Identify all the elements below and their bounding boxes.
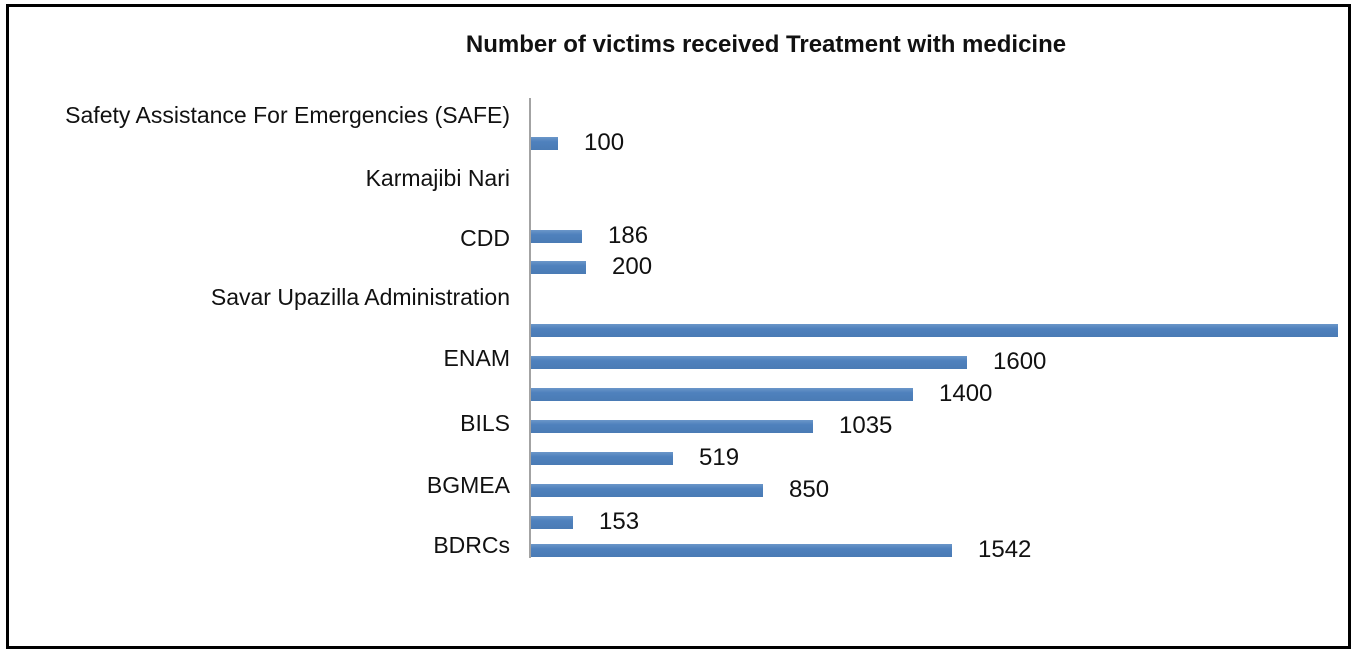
bar (531, 420, 813, 433)
bar-value-label: 186 (608, 222, 649, 249)
bar (531, 452, 673, 465)
category-label: Safety Assistance For Emergencies (SAFE) (65, 102, 510, 128)
category-label: BILS (460, 410, 510, 436)
bar (531, 230, 582, 243)
category-label: BDRCs (433, 532, 510, 558)
bar (531, 516, 573, 529)
bar-value-label: 153 (599, 508, 640, 535)
bar-value-label: 850 (789, 476, 830, 503)
bar (531, 544, 952, 557)
bar (531, 137, 558, 150)
bar-value-label: 519 (699, 444, 740, 471)
category-label: Savar Upazilla Administration (210, 284, 510, 310)
chart-title: Number of victims received Treatment wit… (465, 31, 1067, 58)
bar-value-label: 1600 (993, 348, 1047, 375)
bar (531, 484, 763, 497)
bar-value-label: 1542 (978, 536, 1032, 563)
bar (531, 388, 913, 401)
bar (531, 324, 1338, 337)
bar-value-label: 1400 (939, 380, 993, 407)
category-label: CDD (460, 225, 510, 251)
category-label: Karmajibi Nari (365, 165, 510, 191)
category-label: ENAM (443, 345, 510, 371)
bar-value-label: 200 (612, 253, 653, 280)
y-axis-line (529, 98, 531, 558)
bar (531, 356, 967, 369)
bar-value-label: 1035 (839, 412, 893, 439)
category-label: BGMEA (426, 472, 510, 498)
bar-value-label: 100 (584, 129, 625, 156)
chart-border-frame (6, 4, 1351, 649)
bar (531, 261, 586, 274)
